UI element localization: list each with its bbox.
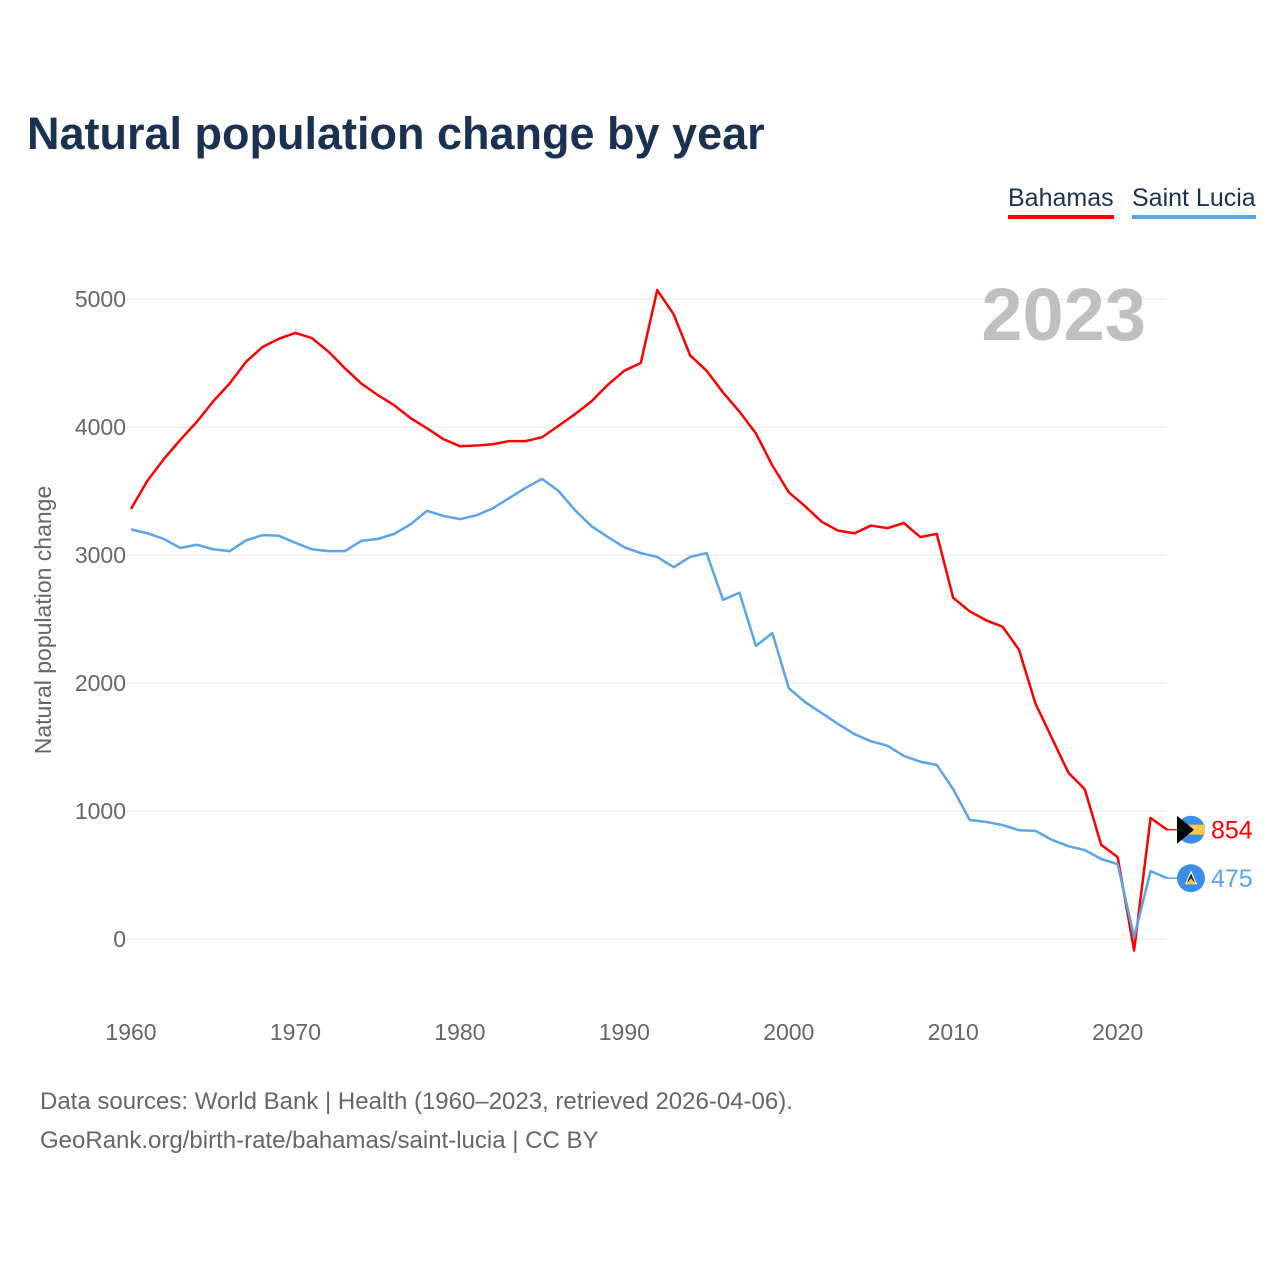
x-tick-label: 1970 (270, 1019, 321, 1045)
x-tick-label: 2000 (763, 1019, 814, 1045)
x-tick-label: 1960 (105, 1019, 156, 1045)
x-tick-label: 1990 (599, 1019, 650, 1045)
end-value-label: 475 (1211, 865, 1253, 893)
saint-lucia-flag-icon (1177, 864, 1205, 893)
footer-link[interactable]: GeoRank.org/birth-rate/bahamas/saint-luc… (40, 1127, 599, 1154)
x-tick-label: 2020 (1092, 1019, 1143, 1045)
chart-title: Natural population change by year (27, 108, 765, 159)
flag-triangle (1177, 815, 1194, 844)
x-tick-label: 1980 (434, 1019, 485, 1045)
x-tick-label: 2010 (928, 1019, 979, 1045)
y-tick-label: 2000 (75, 670, 126, 696)
y-tick-label: 0 (113, 926, 126, 952)
legend-bahamas[interactable]: Bahamas (1008, 184, 1114, 219)
flag-triangle-gold (1186, 878, 1196, 885)
series-line-bahamas (129, 288, 1168, 952)
series-line-saint-lucia (130, 477, 1168, 939)
end-value-label: 854 (1211, 817, 1253, 845)
y-tick-label: 4000 (75, 414, 126, 440)
y-tick-label: 1000 (75, 798, 126, 824)
year-watermark: 2023 (981, 273, 1146, 356)
bahamas-flag-icon (1177, 815, 1205, 844)
legend-saint-lucia[interactable]: Saint Lucia (1132, 184, 1256, 219)
y-tick-label: 3000 (75, 542, 126, 568)
footer-sources: Data sources: World Bank | Health (1960–… (40, 1088, 793, 1115)
y-axis-label: Natural population change (30, 486, 56, 755)
flag-triangle-black (1187, 873, 1195, 883)
y-tick-label: 5000 (75, 286, 126, 312)
